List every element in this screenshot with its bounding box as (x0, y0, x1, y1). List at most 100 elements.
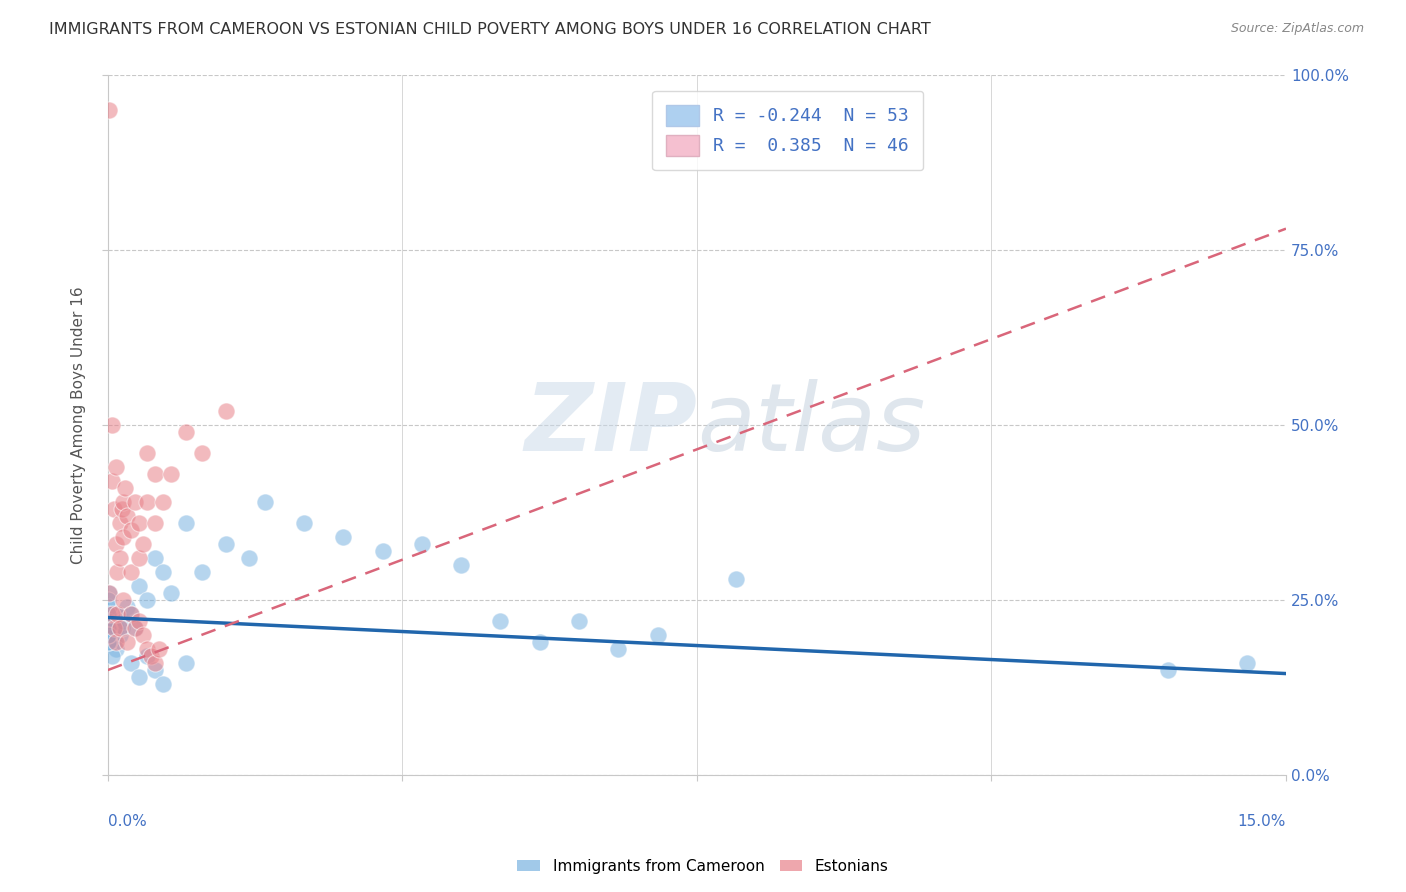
Point (128, 670, 150, 684)
Point (148, 642, 170, 657)
Point (607, 642, 630, 657)
Point (98, 635, 121, 649)
Point (98, 628, 121, 642)
Point (725, 572, 748, 586)
Point (108, 621, 131, 635)
Point (253, 495, 276, 509)
Point (1236, 656, 1258, 670)
Text: 15.0%: 15.0% (1237, 814, 1286, 829)
Point (97, 593, 120, 607)
Point (97, 614, 120, 628)
Point (117, 508, 139, 523)
Point (238, 551, 260, 566)
Point (97, 621, 120, 635)
Legend: Immigrants from Cameroon, Estonians: Immigrants from Cameroon, Estonians (512, 853, 894, 880)
Point (100, 417, 122, 432)
Point (98, 103, 121, 117)
Point (111, 621, 134, 635)
Point (100, 614, 122, 628)
Point (568, 614, 591, 628)
Point (98, 586, 121, 600)
Point (214, 537, 236, 551)
Point (111, 502, 134, 516)
Legend: R = -0.244  N = 53, R =  0.385  N = 46: R = -0.244 N = 53, R = 0.385 N = 46 (652, 91, 924, 170)
Point (124, 621, 146, 635)
Point (124, 621, 146, 635)
Point (105, 607, 128, 621)
Point (152, 677, 174, 691)
Point (103, 502, 125, 516)
Point (103, 635, 125, 649)
Point (98, 600, 121, 615)
Point (136, 446, 159, 460)
Point (117, 635, 139, 649)
Point (120, 656, 142, 670)
Point (132, 537, 155, 551)
Point (117, 600, 139, 615)
Point (647, 628, 669, 642)
Point (143, 516, 166, 530)
Text: Source: ZipAtlas.com: Source: ZipAtlas.com (1230, 22, 1364, 36)
Point (100, 474, 122, 488)
Point (97, 635, 120, 649)
Point (112, 593, 135, 607)
Point (128, 516, 150, 530)
Text: atlas: atlas (697, 379, 925, 470)
Point (292, 516, 315, 530)
Point (104, 621, 127, 635)
Text: 0.0%: 0.0% (108, 814, 146, 829)
Point (132, 628, 155, 642)
Point (136, 495, 159, 509)
Point (112, 614, 135, 628)
Point (136, 642, 159, 657)
Point (136, 648, 159, 663)
Point (112, 530, 135, 544)
Point (450, 558, 472, 572)
Point (105, 607, 128, 621)
Point (529, 635, 551, 649)
Point (191, 565, 214, 579)
Point (103, 621, 125, 635)
Point (159, 586, 181, 600)
Point (191, 446, 214, 460)
Point (128, 579, 150, 593)
Point (136, 593, 159, 607)
Point (108, 628, 131, 642)
Point (114, 481, 136, 495)
Point (159, 467, 181, 481)
Text: IMMIGRANTS FROM CAMEROON VS ESTONIAN CHILD POVERTY AMONG BOYS UNDER 16 CORRELATI: IMMIGRANTS FROM CAMEROON VS ESTONIAN CHI… (49, 22, 931, 37)
Point (120, 523, 142, 537)
Point (100, 607, 122, 621)
Point (139, 648, 162, 663)
Point (214, 404, 236, 418)
Point (128, 551, 150, 566)
Point (97, 607, 120, 621)
Point (120, 565, 142, 579)
Point (1157, 663, 1180, 677)
Point (371, 544, 394, 558)
Point (152, 565, 174, 579)
Point (108, 551, 131, 566)
Text: ZIP: ZIP (524, 379, 697, 471)
Point (176, 516, 198, 530)
Point (124, 495, 146, 509)
Point (411, 537, 433, 551)
Point (143, 551, 166, 566)
Point (332, 530, 354, 544)
Point (98, 586, 121, 600)
Point (128, 614, 150, 628)
Point (489, 614, 512, 628)
Point (120, 607, 142, 621)
Point (97, 628, 120, 642)
Point (143, 467, 166, 481)
Point (108, 516, 131, 530)
Point (112, 495, 135, 509)
Point (105, 565, 128, 579)
Point (176, 425, 198, 439)
Point (143, 663, 166, 677)
Point (100, 648, 122, 663)
Point (176, 656, 198, 670)
Point (143, 656, 166, 670)
Point (104, 642, 127, 657)
Point (120, 607, 142, 621)
